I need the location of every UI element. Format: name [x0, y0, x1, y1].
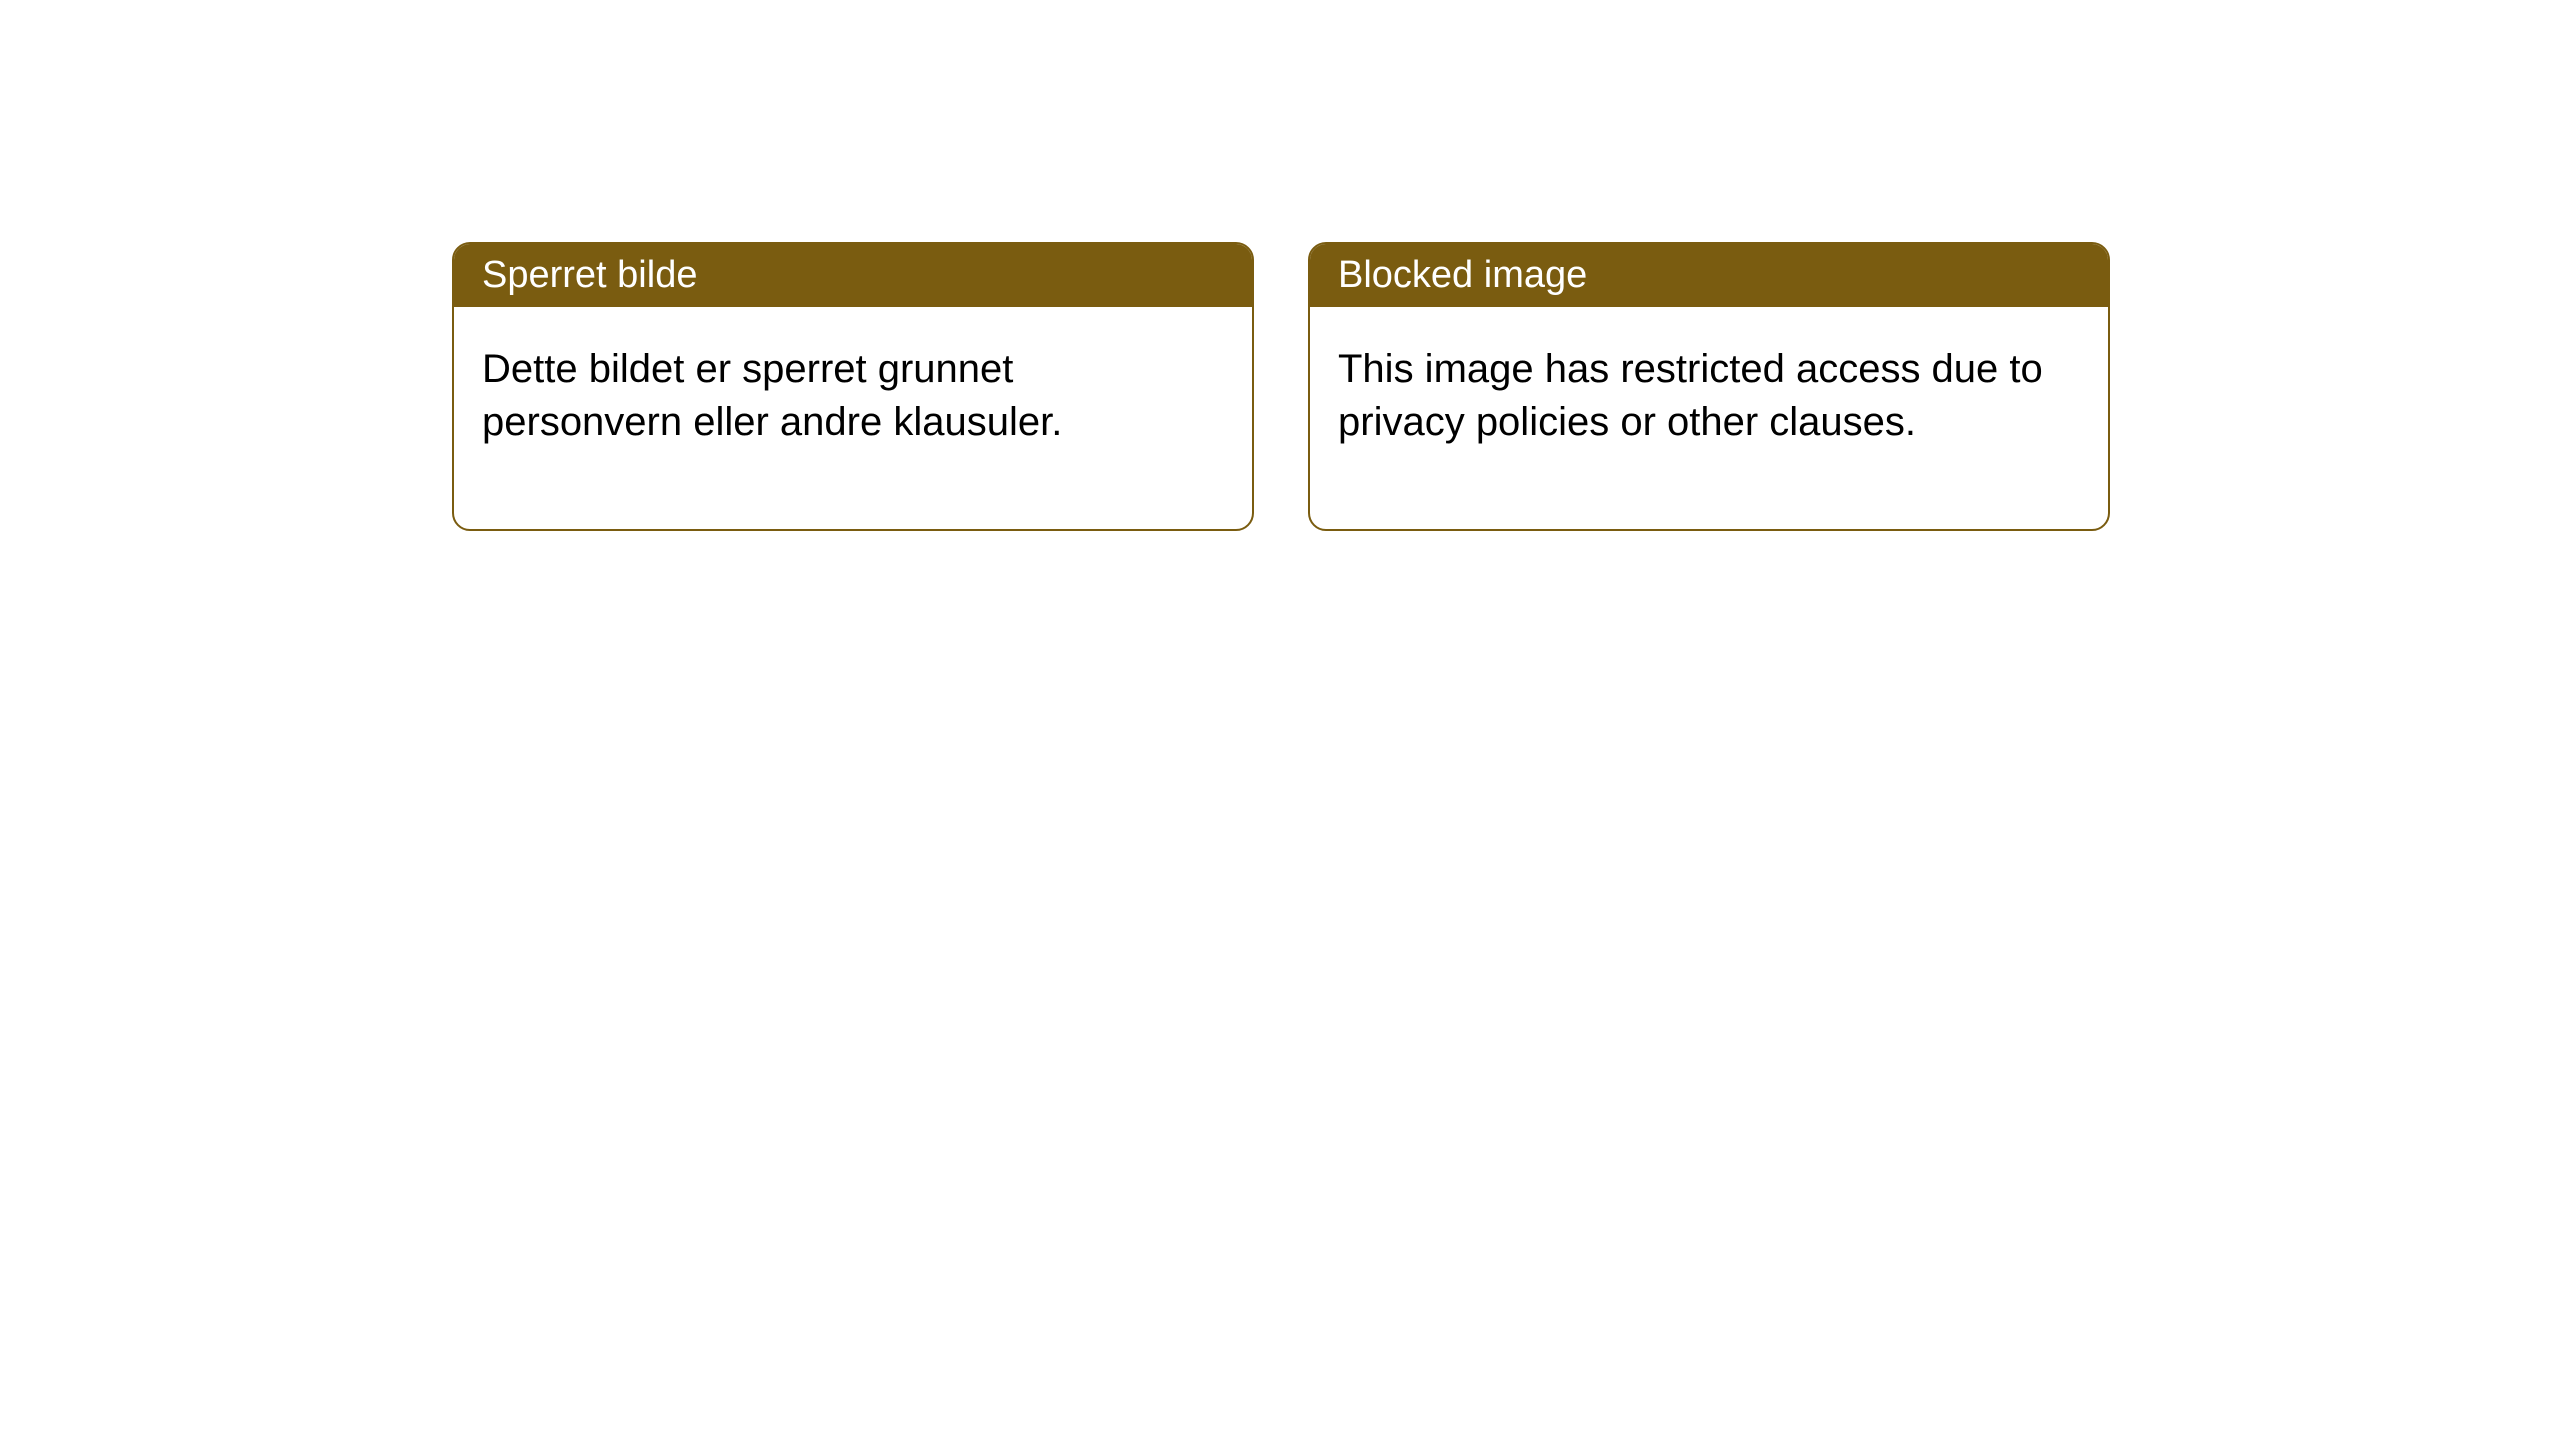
notice-card-title: Blocked image [1310, 244, 2108, 307]
notice-card-title: Sperret bilde [454, 244, 1252, 307]
notice-card-body: Dette bildet er sperret grunnet personve… [454, 307, 1252, 529]
notice-card-english: Blocked image This image has restricted … [1308, 242, 2110, 531]
notice-card-norwegian: Sperret bilde Dette bildet er sperret gr… [452, 242, 1254, 531]
notice-card-body: This image has restricted access due to … [1310, 307, 2108, 529]
notice-cards-row: Sperret bilde Dette bildet er sperret gr… [452, 242, 2110, 531]
